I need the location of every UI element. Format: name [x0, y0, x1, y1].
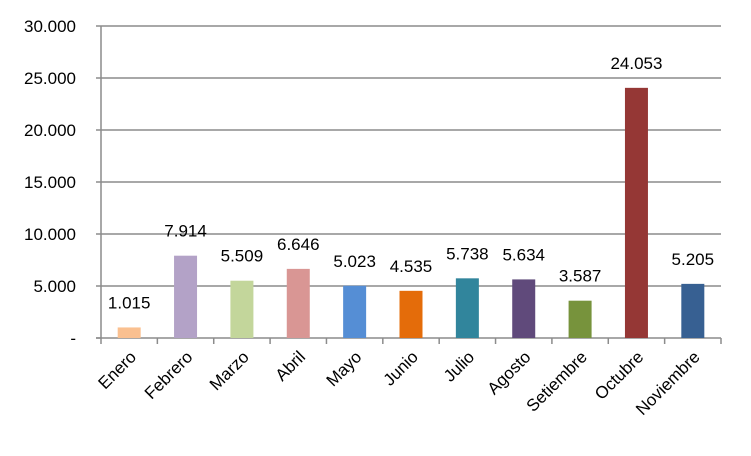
- x-tick-label: Agosto: [484, 347, 535, 398]
- y-tick-label: 10.000: [24, 225, 76, 244]
- x-tick-label: Setiembre: [523, 347, 591, 415]
- y-tick-label: 30.000: [24, 17, 76, 36]
- y-tick-label: 20.000: [24, 121, 76, 140]
- bar-febrero: [174, 255, 198, 338]
- x-tick-label: Marzo: [206, 347, 253, 394]
- data-label: 5.509: [221, 247, 264, 266]
- x-tick-label: Junio: [380, 347, 422, 389]
- data-label: 5.634: [502, 245, 545, 264]
- data-label: 3.587: [559, 267, 602, 286]
- y-tick-label: 5.000: [33, 277, 76, 296]
- bar-setiembre: [568, 300, 592, 338]
- data-label: 4.535: [390, 257, 433, 276]
- bar-marzo: [230, 280, 254, 338]
- bar-enero: [117, 327, 141, 338]
- data-label: 7.914: [164, 222, 207, 241]
- x-tick-label: Julio: [440, 347, 478, 385]
- x-tick-label: Abril: [272, 347, 309, 384]
- bar-noviembre: [681, 283, 705, 338]
- data-label: 1.015: [108, 293, 151, 312]
- x-tick-label: Enero: [94, 347, 140, 393]
- bar-abril: [286, 268, 310, 338]
- bar-junio: [399, 290, 423, 338]
- y-tick-label: -: [70, 329, 76, 348]
- x-tick-label: Febrero: [141, 347, 197, 403]
- x-tick-label: Mayo: [323, 347, 366, 390]
- data-label: 5.205: [672, 250, 715, 269]
- bar-julio: [455, 278, 479, 338]
- y-tick-label: 25.000: [24, 69, 76, 88]
- data-label: 5.023: [333, 252, 376, 271]
- data-label: 24.053: [610, 54, 662, 73]
- data-label: 5.738: [446, 244, 489, 263]
- x-tick-label: Octubre: [591, 347, 647, 403]
- bar-octubre: [624, 87, 648, 338]
- data-label: 6.646: [277, 235, 320, 254]
- y-tick-label: 15.000: [24, 173, 76, 192]
- bar-mayo: [343, 285, 367, 338]
- bar-agosto: [512, 279, 536, 338]
